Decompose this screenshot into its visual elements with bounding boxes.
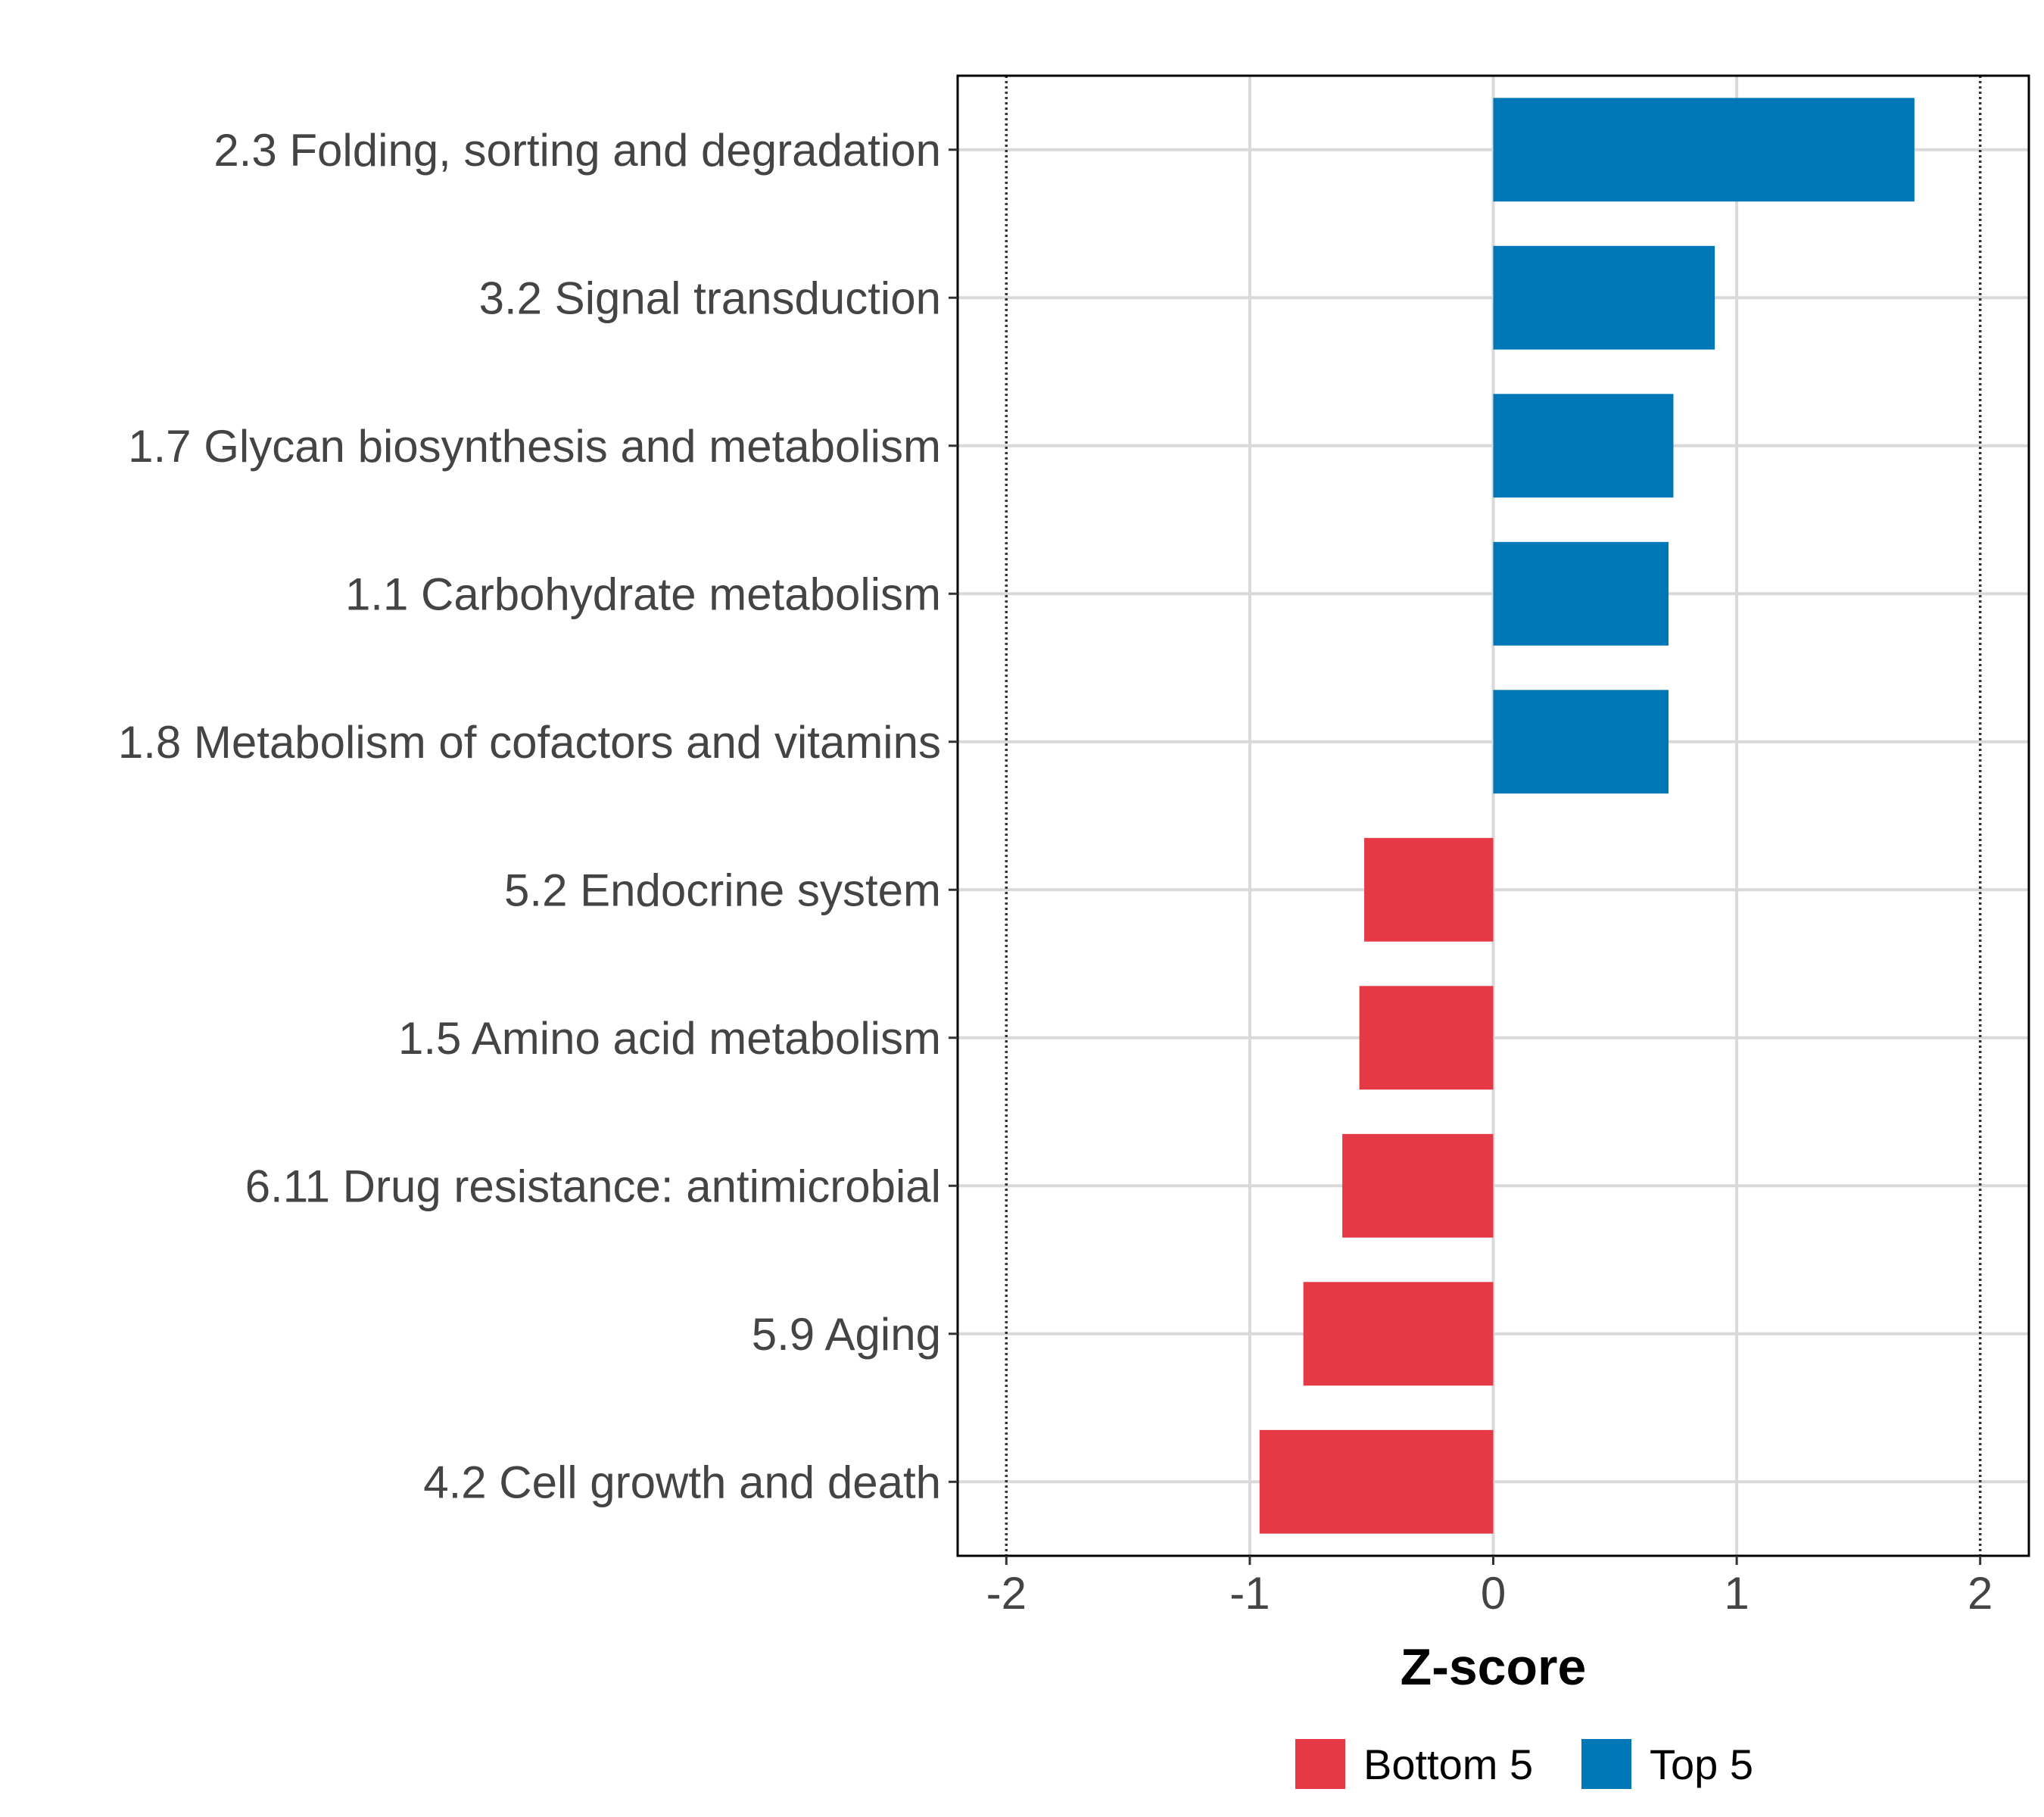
x-tick-label: -2	[986, 1568, 1027, 1619]
bar	[1259, 1429, 1494, 1534]
legend-label: Bottom 5	[1363, 1741, 1533, 1788]
bar	[1493, 690, 1669, 794]
category-label: 6.11 Drug resistance: antimicrobial	[245, 1161, 941, 1211]
x-tick-label: 0	[1481, 1568, 1506, 1619]
category-label: 3.2 Signal transduction	[479, 273, 941, 323]
x-tick-label: -1	[1229, 1568, 1270, 1619]
bar	[1359, 986, 1494, 1090]
y-axis-ticks: 2.3 Folding, sorting and degradation 3.2 …	[118, 125, 958, 1507]
legend: Bottom 5 Top 5	[1295, 1739, 1753, 1789]
category-label: 5.9 Aging	[752, 1309, 941, 1360]
bars-layer	[1259, 98, 1915, 1534]
x-axis-title: Z-score	[1401, 1638, 1587, 1696]
category-label: 1.7 Glycan biosynthesis and metabolism	[128, 421, 941, 472]
x-tick-label: 1	[1724, 1568, 1749, 1619]
category-label: 1.1 Carbohydrate metabolism	[345, 569, 941, 619]
legend-swatch	[1295, 1739, 1345, 1789]
category-label: 4.2 Cell growth and death	[423, 1457, 941, 1507]
bar	[1493, 541, 1669, 646]
bar	[1493, 394, 1674, 498]
legend-label: Top 5	[1650, 1741, 1753, 1788]
bar	[1364, 837, 1494, 942]
bar	[1493, 98, 1915, 202]
category-label: 5.2 Endocrine system	[504, 865, 941, 915]
category-label: 1.8 Metabolism of cofactors and vitamins	[118, 717, 941, 768]
legend-swatch	[1581, 1739, 1631, 1789]
bar	[1342, 1133, 1494, 1238]
bar	[1303, 1282, 1494, 1386]
category-label: 1.5 Amino acid metabolism	[398, 1013, 941, 1064]
category-label: 2.3 Folding, sorting and degradation	[213, 125, 941, 176]
x-axis-ticks: -2 -1 0 1 2	[986, 1556, 1993, 1619]
x-tick-label: 2	[1968, 1568, 1993, 1619]
bar	[1493, 245, 1715, 350]
